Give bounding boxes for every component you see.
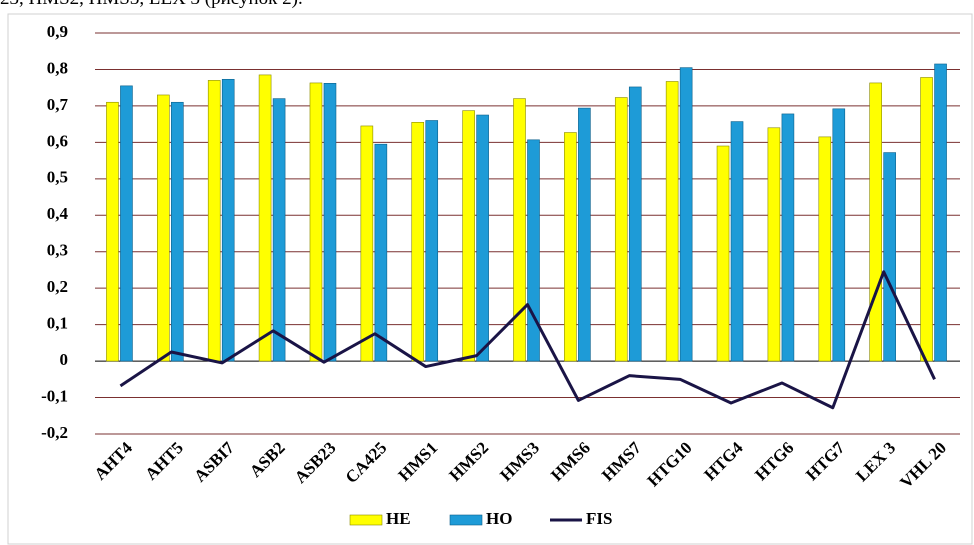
bar	[106, 101, 119, 362]
bar	[157, 94, 170, 362]
x-tick-label: VHL 20	[896, 438, 950, 492]
bar	[374, 143, 388, 362]
bar	[476, 114, 489, 362]
bar	[767, 127, 781, 362]
y-tick-label: 0,3	[47, 241, 68, 260]
bar	[716, 145, 730, 362]
bar	[323, 83, 337, 362]
x-tick-label: CA425	[342, 438, 391, 487]
x-tick-label: HTG10	[644, 438, 696, 490]
bar	[207, 80, 221, 362]
x-tick-label: AHT5	[141, 438, 186, 483]
legend-swatch	[449, 514, 483, 526]
bar	[309, 82, 323, 362]
y-tick-label: -0,1	[41, 386, 68, 405]
bar	[614, 97, 628, 362]
x-tick-label: AHT4	[91, 438, 137, 484]
bar	[360, 125, 374, 362]
y-tick-label: 0,2	[47, 277, 68, 296]
x-tick-label: HTG7	[802, 438, 849, 485]
bar	[781, 113, 795, 362]
bar	[411, 122, 425, 362]
x-tick-label: ASB2	[246, 438, 289, 481]
bar	[578, 107, 591, 362]
bar	[425, 120, 439, 362]
bar	[869, 82, 882, 362]
bar	[527, 139, 540, 362]
bar	[120, 85, 133, 362]
bar	[730, 121, 744, 362]
legend-label: HO	[486, 509, 512, 528]
x-tick-label: HMS3	[496, 438, 543, 485]
bar	[258, 74, 272, 362]
bar	[628, 86, 642, 362]
bar	[934, 63, 947, 362]
x-tick-label: HTG4	[700, 438, 747, 485]
x-tick-label: HMS6	[547, 438, 594, 485]
legend-swatch	[349, 514, 383, 526]
chart-border	[7, 13, 973, 545]
x-tick-label: ASBI7	[190, 438, 238, 486]
legend-label: HE	[386, 509, 411, 528]
bar	[665, 81, 679, 362]
y-tick-label: 0,8	[47, 58, 68, 77]
bar	[564, 132, 577, 362]
bar	[920, 77, 933, 362]
y-tick-label: 0,1	[47, 314, 68, 333]
header-text: 23, HMS2, HMS3, LEX 3 (рисунок 2).	[0, 0, 303, 10]
bar	[462, 110, 475, 362]
y-tick-label: 0,9	[47, 22, 68, 41]
bar	[832, 108, 846, 362]
bar	[221, 78, 235, 362]
x-tick-label: LEX 3	[852, 438, 899, 485]
bar	[171, 101, 184, 362]
bar	[272, 98, 286, 362]
bar	[513, 98, 526, 362]
x-tick-label: HMS7	[598, 438, 645, 485]
x-tick-label: ASB23	[291, 438, 340, 487]
x-tick-label: HTG6	[751, 438, 797, 484]
x-tick-label: HMS1	[394, 438, 441, 485]
bar	[818, 136, 832, 362]
y-tick-label: 0,7	[47, 95, 69, 114]
y-tick-label: 0	[60, 350, 69, 369]
legend-label: FIS	[586, 509, 612, 528]
line	[119, 270, 936, 410]
y-tick-label: 0,6	[47, 131, 68, 150]
y-tick-label: -0,2	[41, 423, 68, 442]
y-tick-label: 0,4	[47, 204, 69, 223]
y-tick-label: 0,5	[47, 168, 68, 187]
x-tick-label: HMS2	[445, 438, 492, 485]
bar	[883, 152, 896, 362]
bar	[679, 67, 693, 362]
